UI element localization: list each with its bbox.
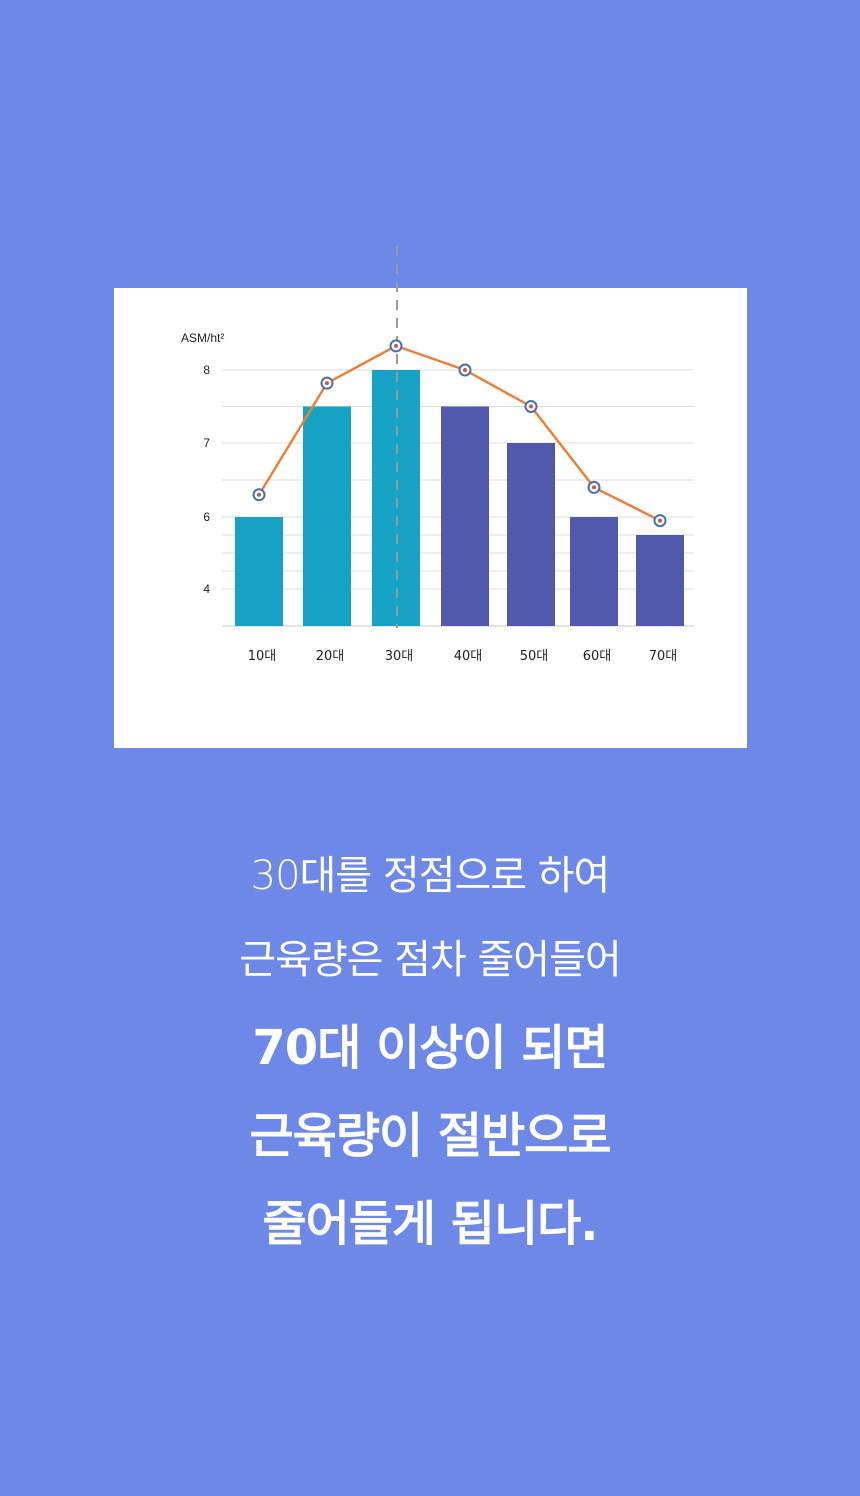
y-tick-label: 4	[203, 582, 210, 596]
bar-20대	[303, 406, 351, 626]
trend-point-center	[463, 368, 467, 372]
caption-line-4: 근육량이 절반으로	[249, 1108, 612, 1164]
caption: 30대를 정점으로 하여 근육량은 점차 줄어들어 70대 이상이 되면 근육량…	[0, 840, 860, 1272]
bar-60대	[570, 517, 618, 626]
x-tick-label: 40대	[454, 649, 483, 664]
line-layer	[252, 339, 667, 528]
trend-point-center	[529, 404, 533, 409]
x-tick-label: 60대	[583, 649, 612, 664]
bar-10대	[235, 517, 283, 626]
caption-line-1: 30대를 정점으로 하여	[250, 853, 611, 899]
x-tick-label: 10대	[248, 649, 277, 664]
caption-line-2: 근육량은 점차 줄어들어	[239, 937, 621, 983]
x-tick-label: 20대	[316, 649, 345, 664]
bar-50대	[507, 443, 555, 626]
caption-line-5: 줄어들게 됩니다.	[262, 1196, 598, 1252]
y-axis-label: ASM/ht²	[181, 331, 224, 345]
y-tick-label: 8	[203, 363, 210, 377]
x-tick-label: 50대	[520, 649, 549, 664]
x-tick-label: 30대	[385, 649, 414, 664]
caption-line-3: 70대 이상이 되면	[252, 1020, 608, 1076]
muscle-mass-chart: ASM/ht² 4 6 7 8 10대 20대 30대 40대 50대 60대 70대	[181, 246, 694, 664]
trend-point-center	[658, 518, 662, 523]
y-tick-label: 7	[203, 436, 210, 450]
trend-point-center	[394, 343, 398, 348]
bar-layer	[235, 370, 684, 626]
y-tick-label: 6	[203, 510, 210, 524]
chart-card	[114, 288, 747, 748]
label-layer: ASM/ht² 4 6 7 8 10대 20대 30대 40대 50대 60대 70대	[181, 331, 677, 664]
bar-40대	[441, 406, 489, 626]
x-tick-label: 70대	[649, 649, 678, 664]
bar-70대	[636, 535, 684, 626]
trend-point-center	[592, 485, 596, 490]
trend-point-center	[257, 492, 261, 497]
trend-point-center	[325, 381, 329, 386]
